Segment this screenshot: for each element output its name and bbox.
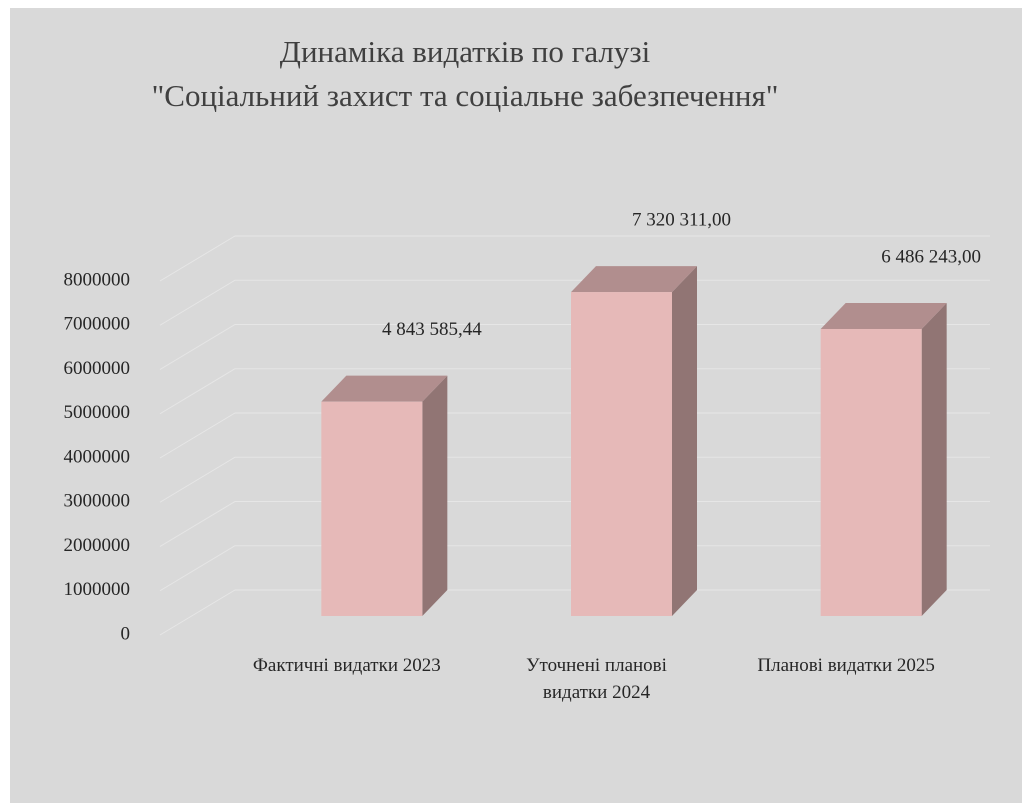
value-label: 4 843 585,44 (382, 319, 482, 340)
value-label: 7 320 311,00 (632, 209, 731, 230)
y-tick-label: 8000000 (64, 269, 131, 290)
x-tick-label: Фактичні видатки 2023 (252, 655, 441, 676)
grid-line (159, 279, 990, 326)
grid-line (159, 456, 990, 503)
grid-line (159, 324, 990, 370)
bar (571, 292, 672, 616)
bar-side (422, 375, 448, 616)
y-tick-label: 7000000 (64, 314, 131, 335)
bar (820, 328, 922, 616)
y-tick-label: 1000000 (64, 579, 131, 600)
y-tick-label: 4000000 (64, 446, 131, 467)
y-tick-label: 2000000 (64, 535, 131, 556)
grid-line (159, 501, 990, 547)
y-tick-label: 0 (121, 623, 131, 644)
bar-side (672, 266, 697, 616)
bar-top (571, 266, 697, 293)
y-tick-label: 6000000 (64, 358, 131, 379)
grid-line (159, 412, 990, 459)
grid-line (159, 589, 990, 636)
chart-title: Динаміка видатків по галузі "Соціальний … (151, 34, 779, 113)
bar-top (820, 302, 947, 329)
x-tick-label: Планові видатки 2025 (757, 655, 935, 676)
grid-line (159, 368, 990, 415)
grid-line (159, 235, 990, 282)
bar-side (921, 302, 947, 616)
y-tick-label: 5000000 (64, 402, 131, 423)
grid-line (159, 545, 990, 592)
x-tick-label: Уточнені планові видатки 2024 (526, 655, 667, 703)
bar (321, 401, 423, 616)
bar-top (321, 375, 448, 402)
value-label: 6 486 243,00 (881, 246, 981, 267)
y-tick-label: 3000000 (64, 491, 131, 512)
